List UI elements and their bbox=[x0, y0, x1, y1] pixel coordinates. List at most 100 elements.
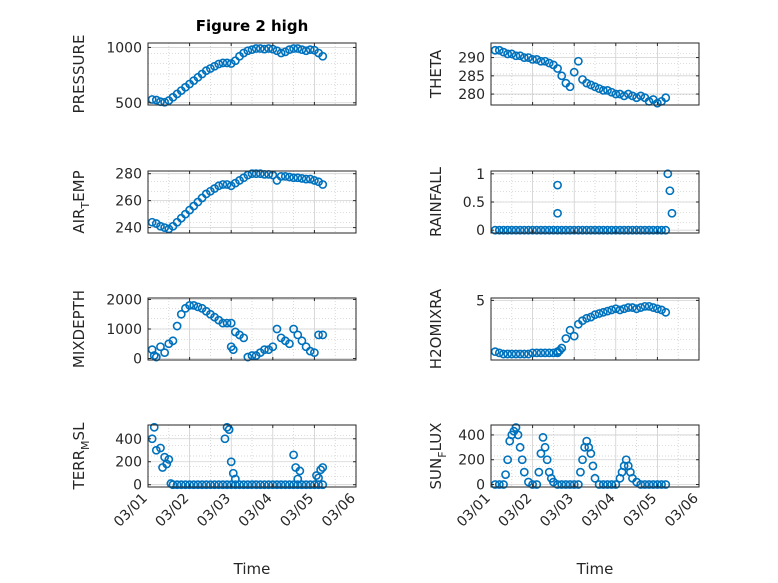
data-point bbox=[524, 53, 533, 62]
data-point bbox=[663, 169, 673, 179]
data-point bbox=[189, 480, 199, 490]
data-point bbox=[499, 47, 508, 57]
data-point bbox=[197, 480, 207, 490]
y-tick-label: 280 bbox=[115, 167, 142, 183]
y-axis-label: PRESSURE bbox=[70, 35, 88, 114]
y-tick-label: 240 bbox=[115, 221, 142, 237]
data-point bbox=[276, 480, 286, 490]
data-point bbox=[314, 473, 323, 483]
data-point bbox=[305, 45, 315, 55]
data-point bbox=[644, 480, 654, 489]
data-point bbox=[640, 225, 650, 235]
x-tick-label: 03/01 bbox=[454, 491, 494, 531]
data-point bbox=[499, 480, 508, 489]
data-point bbox=[573, 480, 583, 489]
data-point bbox=[168, 480, 178, 490]
data-point bbox=[214, 59, 224, 69]
data-point bbox=[576, 467, 585, 477]
data-point bbox=[653, 225, 662, 235]
data-point bbox=[228, 345, 238, 355]
data-point bbox=[230, 474, 240, 484]
data-point bbox=[235, 480, 244, 490]
y-tick-label: 500 bbox=[115, 96, 142, 112]
data-point bbox=[619, 225, 629, 235]
x-tick-label: 03/03 bbox=[537, 491, 577, 531]
data-point bbox=[519, 467, 529, 477]
data-point bbox=[519, 53, 529, 62]
data-point bbox=[636, 91, 646, 101]
data-point bbox=[511, 225, 521, 235]
series-markers bbox=[147, 44, 328, 107]
data-point bbox=[172, 321, 182, 331]
data-point bbox=[289, 450, 298, 460]
data-point bbox=[565, 325, 575, 335]
data-point bbox=[598, 86, 608, 95]
axes-box bbox=[490, 424, 700, 488]
data-point bbox=[193, 302, 203, 312]
chart-title: Figure 2 high bbox=[196, 17, 309, 35]
data-point bbox=[251, 480, 261, 490]
grid bbox=[491, 43, 699, 105]
data-point bbox=[218, 318, 228, 328]
data-point bbox=[318, 180, 328, 189]
data-point bbox=[264, 44, 274, 53]
data-point bbox=[226, 480, 236, 490]
data-point bbox=[247, 351, 257, 360]
data-point bbox=[318, 480, 328, 490]
data-point bbox=[218, 480, 228, 490]
data-point bbox=[247, 45, 257, 55]
data-point bbox=[222, 480, 232, 490]
data-point bbox=[553, 180, 562, 190]
data-point bbox=[569, 331, 579, 341]
data-point bbox=[623, 89, 633, 99]
data-point bbox=[297, 480, 307, 490]
data-point bbox=[156, 443, 165, 453]
x-axis-label: Time bbox=[233, 560, 271, 578]
data-point bbox=[272, 324, 282, 334]
data-point bbox=[247, 169, 257, 179]
data-point bbox=[636, 303, 646, 312]
data-point bbox=[594, 480, 604, 489]
data-point bbox=[611, 304, 621, 314]
data-point bbox=[598, 225, 608, 235]
data-point bbox=[619, 304, 629, 314]
data-point bbox=[181, 480, 190, 490]
data-point bbox=[557, 71, 567, 81]
data-point bbox=[156, 342, 165, 352]
data-point bbox=[268, 342, 278, 352]
data-point bbox=[632, 93, 641, 103]
data-point bbox=[513, 430, 523, 440]
data-point bbox=[553, 480, 562, 489]
data-point bbox=[285, 339, 294, 349]
data-point bbox=[628, 91, 637, 101]
data-point bbox=[214, 480, 224, 490]
data-point bbox=[603, 225, 612, 235]
data-point bbox=[297, 45, 307, 55]
data-point bbox=[582, 78, 592, 88]
data-point bbox=[160, 97, 170, 107]
data-point bbox=[230, 480, 240, 490]
data-point bbox=[661, 480, 671, 489]
data-point bbox=[515, 225, 525, 235]
data-point bbox=[532, 348, 542, 358]
data-point bbox=[553, 64, 562, 73]
data-point bbox=[494, 480, 504, 489]
data-point bbox=[293, 480, 303, 490]
x-tick-label: 03/05 bbox=[620, 491, 660, 531]
axes-box bbox=[147, 42, 357, 106]
data-point bbox=[243, 480, 253, 490]
data-point bbox=[528, 55, 537, 64]
axes-box bbox=[490, 297, 700, 361]
subplot-1: 500 1000 PRESSURE Figure 2 high bbox=[70, 17, 357, 114]
data-point bbox=[251, 169, 261, 179]
data-point bbox=[494, 225, 504, 235]
data-point bbox=[540, 56, 550, 66]
data-point bbox=[594, 225, 604, 235]
y-axis-label: TERRMSL bbox=[70, 422, 92, 491]
data-point bbox=[151, 352, 161, 362]
data-point bbox=[285, 172, 294, 182]
data-point bbox=[632, 304, 641, 314]
data-point bbox=[255, 480, 265, 490]
data-point bbox=[490, 45, 500, 55]
